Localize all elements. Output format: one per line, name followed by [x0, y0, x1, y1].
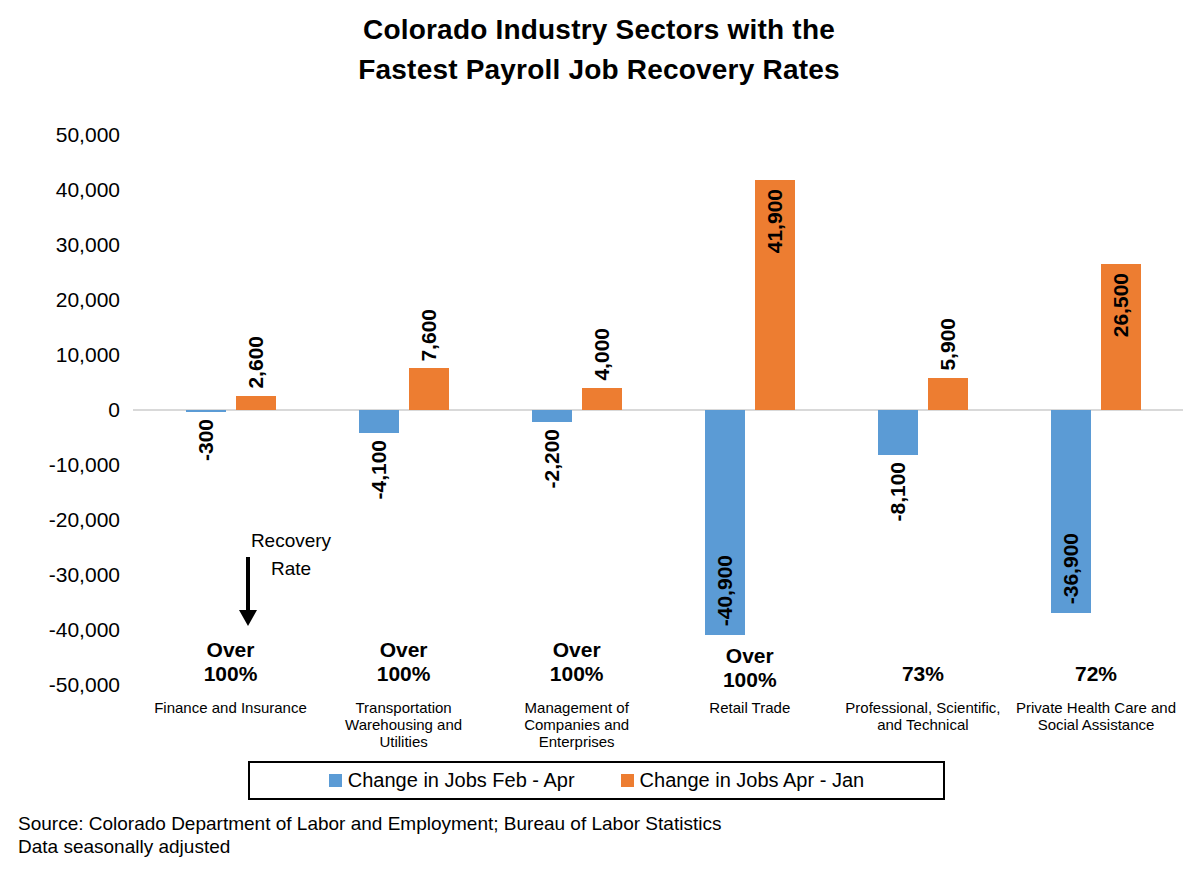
bar-value-label: -300 [195, 419, 217, 461]
bar-apr-jan [928, 378, 968, 410]
category-label: Professional, Scientific, and Technical [828, 699, 1018, 733]
bar-value-label: 41,900 [764, 189, 786, 253]
bar-value-label: -2,200 [541, 429, 563, 489]
bar-value-label: -40,900 [714, 555, 736, 626]
bar-value-label: -4,100 [368, 440, 390, 500]
chart-canvas: Colorado Industry Sectors with the Faste… [0, 0, 1200, 870]
y-axis-tick-label: -10,000 [49, 452, 120, 478]
recovery-rate-label: Over 100% [314, 638, 494, 686]
bar-value-label: -8,100 [887, 462, 909, 522]
recovery-rate-label: Over 100% [660, 644, 840, 692]
recovery-rate-label: Over 100% [487, 638, 667, 686]
recovery-rate-label: Over 100% [141, 638, 321, 686]
legend-item-apr-jan: Change in Jobs Apr - Jan [621, 769, 865, 792]
source-note: Source: Colorado Department of Labor and… [18, 812, 721, 858]
y-axis-tick-label: 50,000 [56, 122, 120, 148]
y-axis-tick-label: 0 [108, 397, 120, 423]
bar-feb-apr [532, 410, 572, 422]
y-axis-tick-label: -30,000 [49, 562, 120, 588]
legend-label-feb-apr: Change in Jobs Feb - Apr [348, 769, 575, 792]
y-axis-tick-label: -20,000 [49, 507, 120, 533]
legend-swatch-orange-icon [621, 774, 634, 787]
y-axis-tick-label: 40,000 [56, 177, 120, 203]
bar-feb-apr [878, 410, 918, 455]
y-axis-tick-label: -40,000 [49, 617, 120, 643]
source-line-1: Source: Colorado Department of Labor and… [18, 812, 721, 835]
bar-value-label: 5,900 [937, 318, 959, 371]
y-axis-tick-label: 30,000 [56, 232, 120, 258]
bar-apr-jan [236, 396, 276, 410]
chart-legend: Change in Jobs Feb - Apr Change in Jobs … [248, 761, 945, 800]
y-axis-tick-label: -50,000 [49, 672, 120, 698]
bar-feb-apr [186, 410, 226, 412]
recovery-rate-label: 72% [1006, 662, 1186, 686]
legend-swatch-blue-icon [329, 774, 342, 787]
bar-value-label: 7,600 [418, 309, 440, 362]
y-axis-tick-label: 20,000 [56, 287, 120, 313]
bar-value-label: 26,500 [1110, 273, 1132, 337]
legend-label-apr-jan: Change in Jobs Apr - Jan [640, 769, 865, 792]
source-line-2: Data seasonally adjusted [18, 835, 721, 858]
category-label: Private Health Care and Social Assistanc… [1001, 699, 1191, 733]
category-label: Finance and Insurance [136, 699, 326, 716]
legend-item-feb-apr: Change in Jobs Feb - Apr [329, 769, 575, 792]
bar-apr-jan [409, 368, 449, 410]
down-arrow-line [246, 557, 250, 611]
bar-feb-apr [359, 410, 399, 433]
category-label: Transportation Warehousing and Utilities [309, 699, 499, 750]
bar-value-label: -36,900 [1060, 533, 1082, 604]
down-arrow-icon [239, 610, 257, 626]
zero-gridline [133, 409, 1183, 411]
bar-value-label: 2,600 [245, 336, 267, 389]
chart-title: Colorado Industry Sectors with the Faste… [0, 10, 1198, 90]
bar-apr-jan [582, 388, 622, 410]
category-label: Retail Trade [655, 699, 845, 716]
recovery-rate-label: 73% [833, 662, 1013, 686]
bar-value-label: 4,000 [591, 328, 613, 381]
category-label: Management of Companies and Enterprises [482, 699, 672, 750]
y-axis-tick-label: 10,000 [56, 342, 120, 368]
